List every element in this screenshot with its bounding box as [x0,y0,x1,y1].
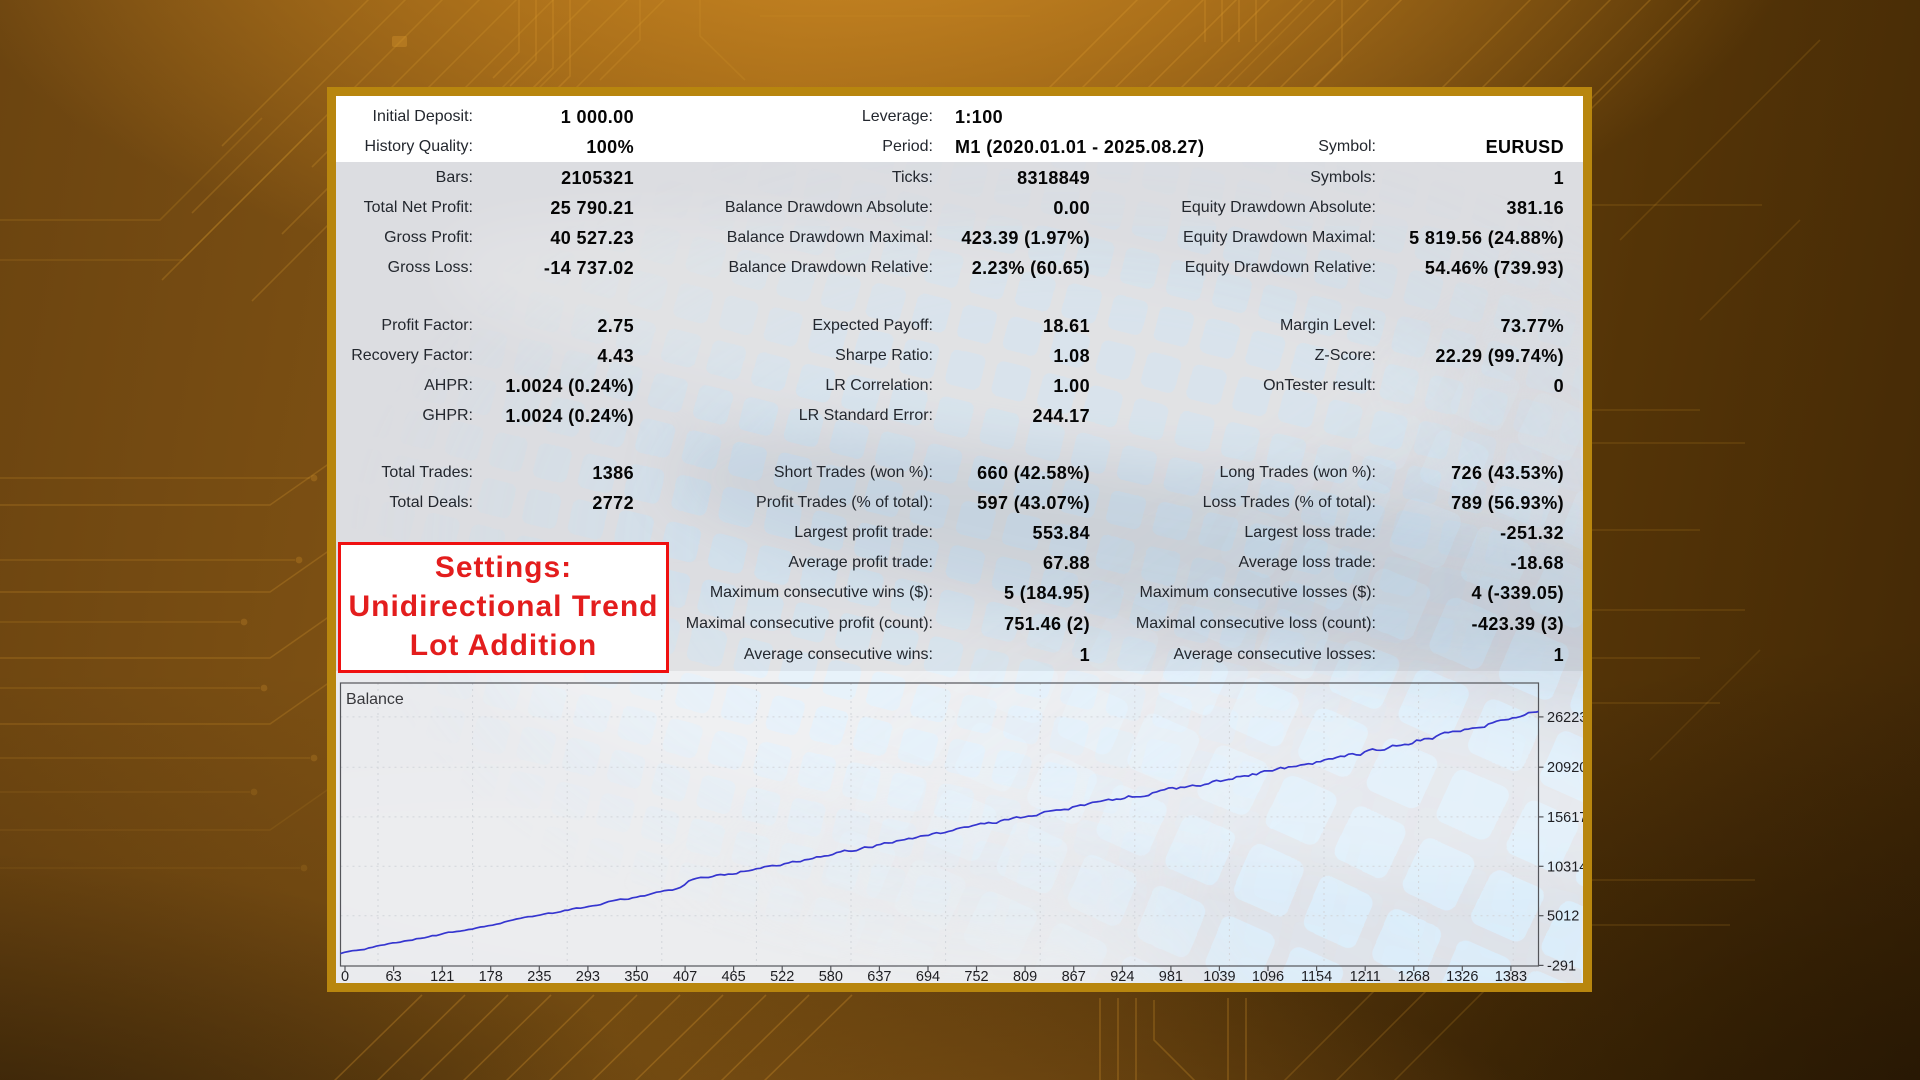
svg-text:981: 981 [1159,969,1183,982]
svg-text:235: 235 [527,969,551,982]
svg-text:867: 867 [1062,969,1086,982]
svg-text:20920: 20920 [1547,760,1583,776]
svg-text:1268: 1268 [1398,969,1430,982]
svg-text:637: 637 [867,969,891,982]
svg-text:178: 178 [479,969,503,982]
svg-text:63: 63 [386,969,402,982]
svg-text:350: 350 [624,969,648,982]
svg-text:1154: 1154 [1301,969,1332,982]
svg-text:465: 465 [721,969,745,982]
svg-text:1039: 1039 [1203,969,1235,982]
svg-text:5012: 5012 [1547,909,1579,925]
svg-text:752: 752 [964,969,988,982]
svg-text:1383: 1383 [1495,969,1527,982]
svg-text:1326: 1326 [1446,969,1478,982]
svg-text:-291: -291 [1547,958,1576,974]
svg-text:26223: 26223 [1547,710,1583,726]
svg-text:809: 809 [1013,969,1037,982]
svg-text:121: 121 [430,969,454,982]
svg-text:694: 694 [916,969,940,982]
svg-text:15617: 15617 [1547,810,1583,826]
svg-text:580: 580 [819,969,843,982]
svg-text:522: 522 [770,969,794,982]
svg-text:0: 0 [341,969,349,982]
svg-text:1211: 1211 [1350,969,1381,982]
svg-text:1096: 1096 [1252,969,1284,982]
svg-text:Balance: Balance [346,691,404,708]
svg-text:407: 407 [673,969,697,982]
svg-text:293: 293 [576,969,600,982]
svg-text:924: 924 [1110,969,1134,982]
svg-text:10314: 10314 [1547,859,1583,875]
